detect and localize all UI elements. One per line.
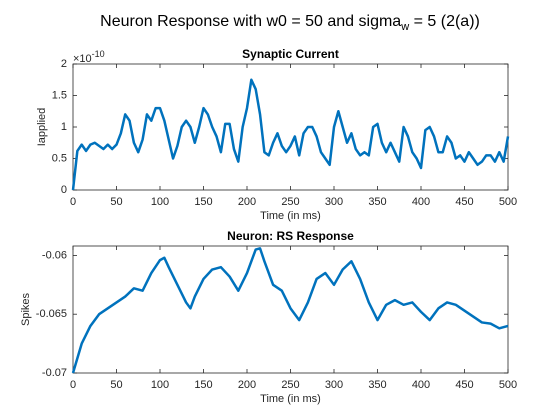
y-axis-label: Iapplied: [36, 108, 48, 147]
x-tick-label: 150: [194, 196, 212, 208]
x-tick-label: 0: [70, 196, 76, 208]
x-tick-label: 500: [499, 379, 517, 391]
y-tick-label: -0.06: [42, 249, 67, 261]
title-subscript: w: [400, 21, 409, 33]
x-tick-label: 200: [238, 379, 256, 391]
axes-title: Synaptic Current: [242, 47, 339, 61]
title-part: = 5 (2(a)): [409, 13, 480, 30]
y-exponent-power: -10: [92, 49, 105, 59]
y-tick-label: 0: [61, 184, 67, 196]
x-tick-label: 350: [368, 379, 386, 391]
axes-box: [72, 63, 509, 191]
y-tick-label: 2: [61, 58, 67, 70]
y-exponent-base: ×10: [73, 53, 92, 65]
x-tick-label: 500: [499, 196, 517, 208]
x-tick-label: 150: [194, 379, 212, 391]
y-tick-label: -0.065: [36, 308, 67, 320]
x-tick-label: 450: [455, 379, 473, 391]
x-tick-label: 100: [151, 379, 169, 391]
data-line: [71, 78, 510, 191]
figure-title: Neuron Response with w0 = 50 and sigmaw …: [100, 13, 480, 33]
x-tick-label: 50: [110, 196, 122, 208]
y-tick-label: 1.5: [52, 89, 67, 101]
x-tick-label: 250: [281, 196, 299, 208]
data-line: [71, 247, 509, 374]
x-tick-label: 250: [281, 379, 299, 391]
y-tick-label: -0.07: [42, 367, 67, 379]
x-tick-label: 200: [238, 196, 256, 208]
axes-title: Neuron: RS Response: [227, 229, 354, 243]
title-part: Neuron Response with w0 = 50 and sigma: [100, 13, 401, 30]
x-tick-label: 400: [412, 196, 430, 208]
x-tick-label: 350: [368, 196, 386, 208]
y-exponent: ×10-10: [73, 49, 105, 65]
y-tick-label: 1: [61, 121, 67, 133]
x-tick-label: 400: [412, 379, 430, 391]
x-axis-label: Time (in ms): [260, 393, 321, 405]
y-axis-label: Spikes: [20, 292, 32, 326]
x-tick-label: 0: [70, 379, 76, 391]
x-tick-label: 300: [325, 196, 343, 208]
x-tick-label: 450: [455, 196, 473, 208]
x-axis-label: Time (in ms): [260, 210, 321, 222]
x-tick-label: 100: [151, 196, 169, 208]
x-tick-label: 50: [110, 379, 122, 391]
x-tick-label: 300: [325, 379, 343, 391]
y-tick-label: 0.5: [52, 152, 67, 164]
